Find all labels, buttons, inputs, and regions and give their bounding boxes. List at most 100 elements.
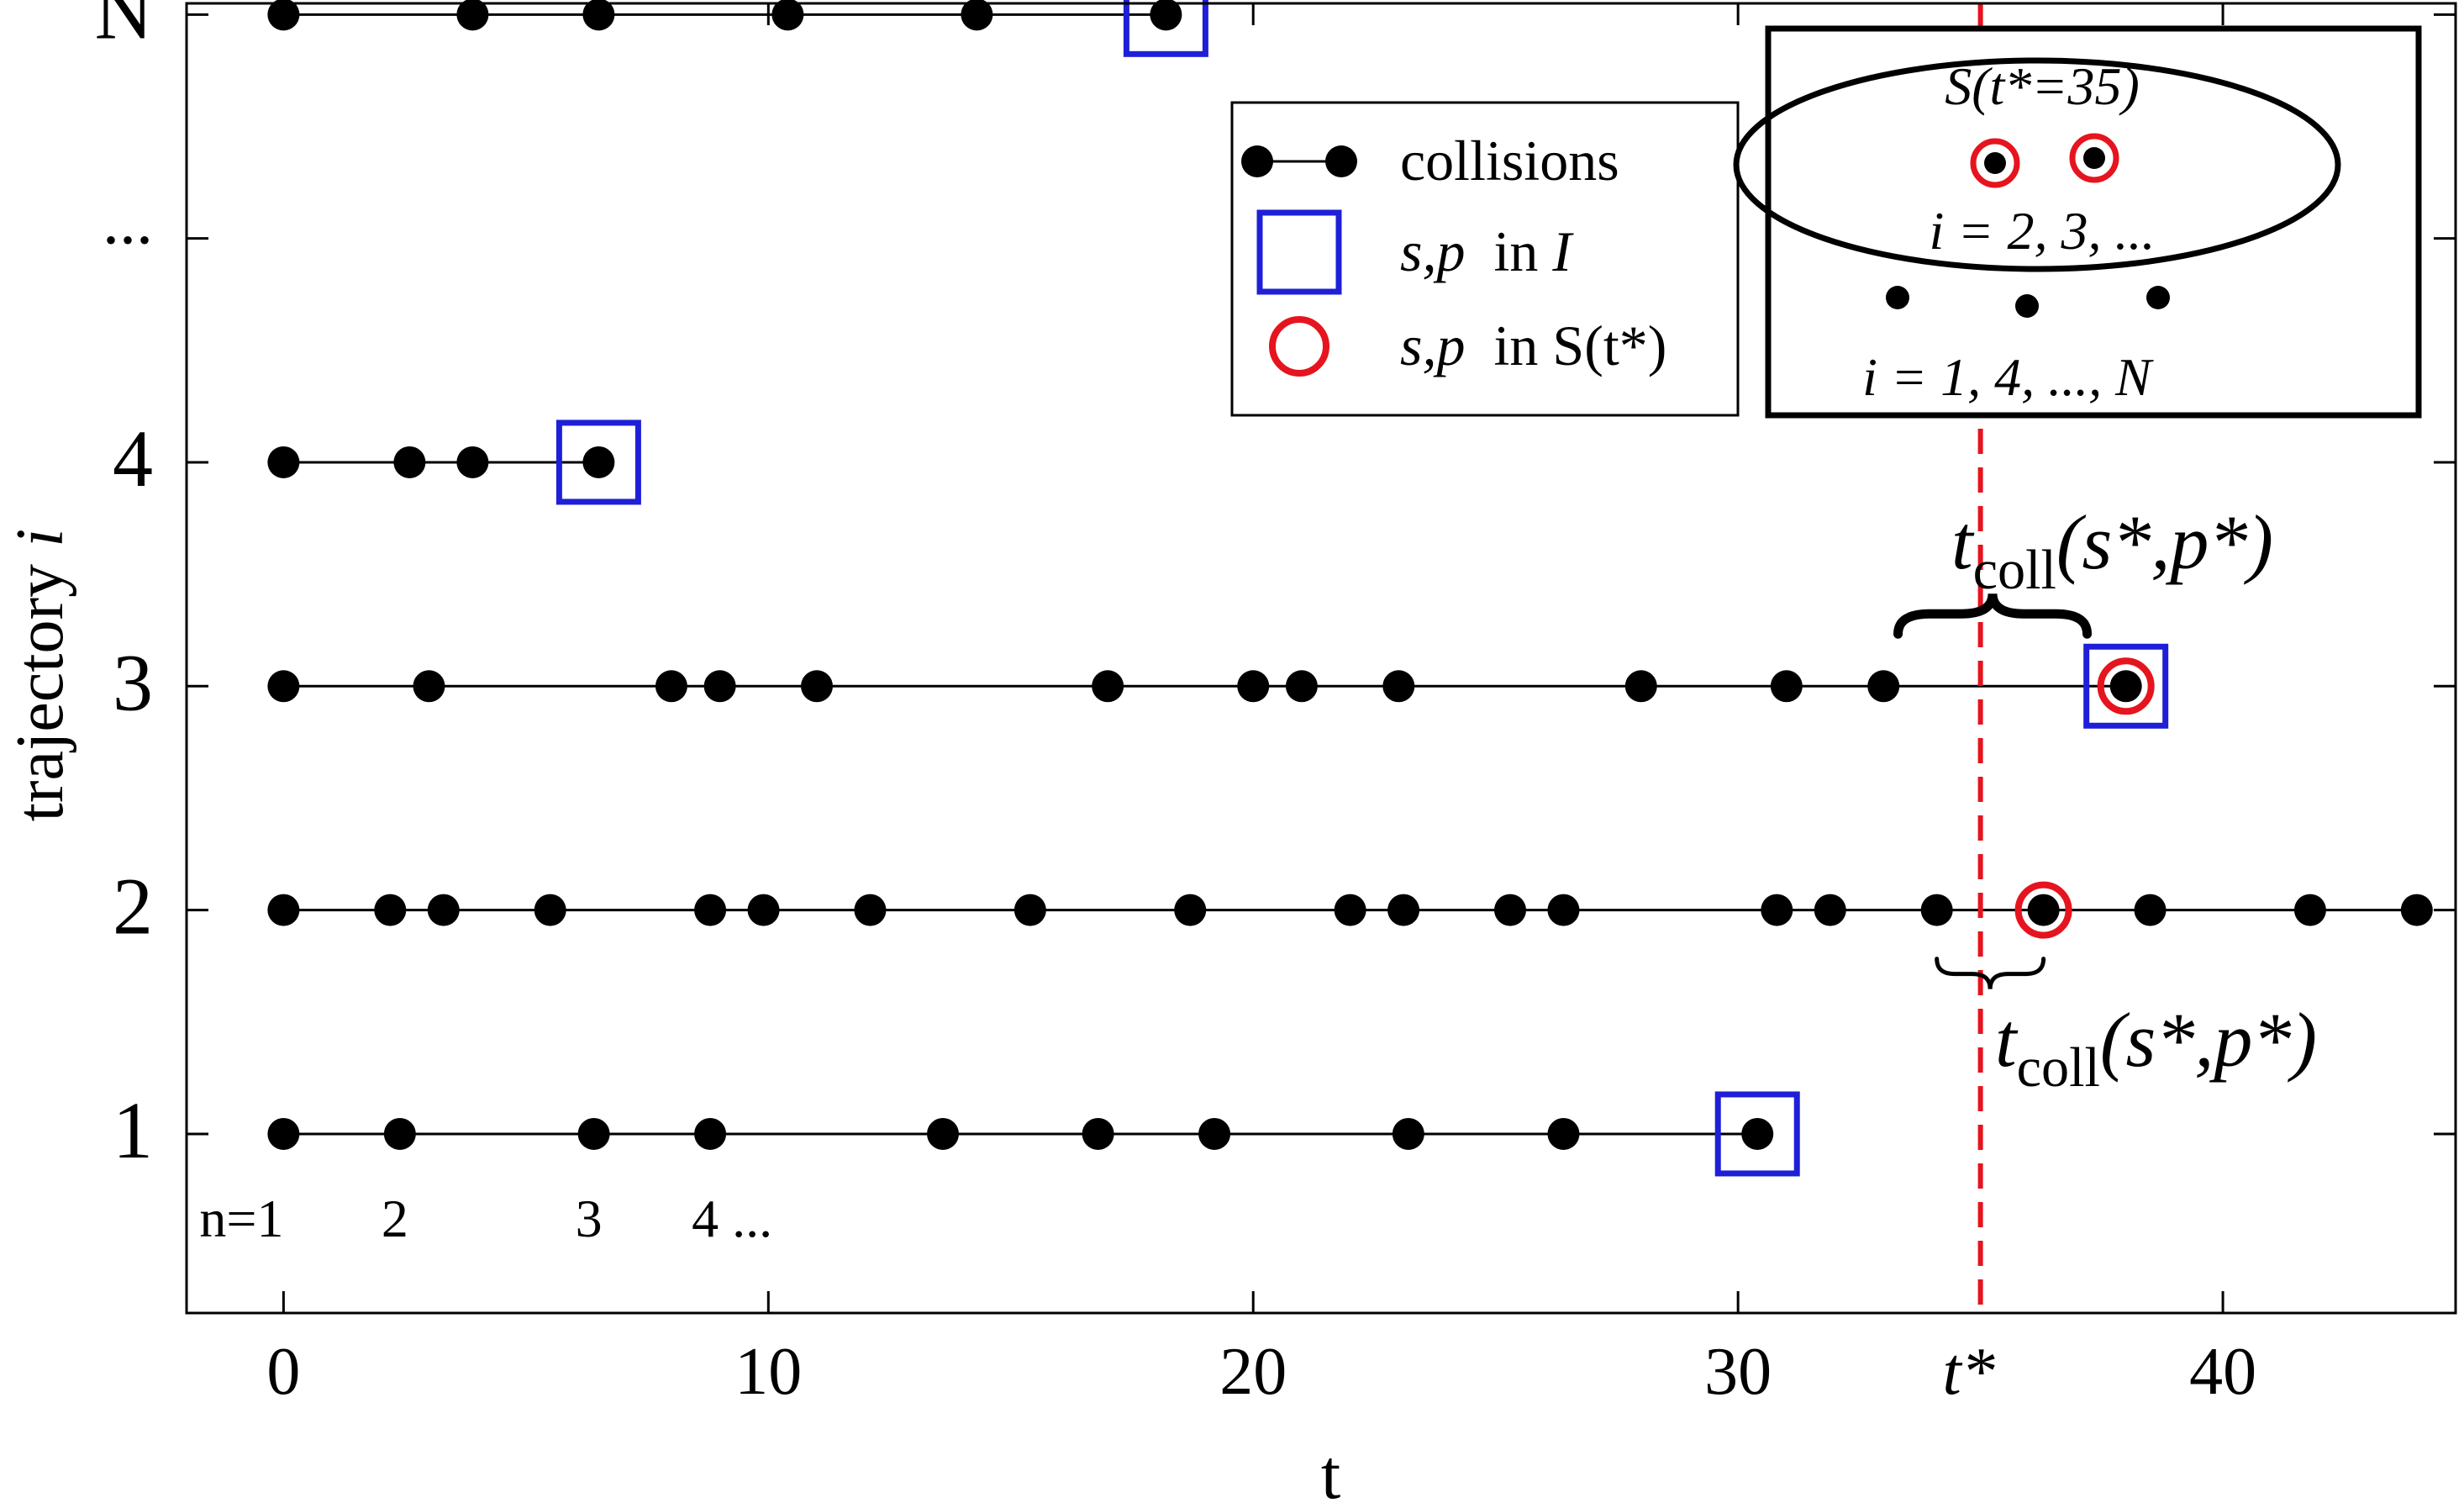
brace-lower <box>1935 957 2046 989</box>
collision-point <box>1770 670 1803 703</box>
interval-marker-square <box>1123 0 1208 57</box>
collision-point <box>267 670 300 703</box>
inset-selected-point <box>2083 147 2105 169</box>
collision-point <box>927 1117 959 1150</box>
collision-point <box>655 670 687 703</box>
inset-selected-circle <box>1970 138 2020 188</box>
inset-selected-point <box>1984 152 2006 174</box>
collision-point <box>1494 894 1526 926</box>
collision-point <box>582 0 615 31</box>
collision-point <box>456 446 489 478</box>
y-tick-label: 3 <box>113 637 153 727</box>
collision-point <box>1092 670 1124 703</box>
collision-point <box>1387 894 1420 926</box>
tcoll-label-lower: tcoll(s*,p*) <box>1995 997 2317 1099</box>
collision-index-label: 3 <box>576 1189 603 1248</box>
tcoll-subscript: coll <box>2017 1037 2100 1099</box>
tcoll-label-upper: tcoll(s*,p*) <box>1951 499 2273 601</box>
collision-point <box>413 670 445 703</box>
collision-point <box>582 446 615 478</box>
collision-point <box>1920 894 1953 926</box>
collision-point <box>374 894 407 926</box>
legend-marker-dot <box>1241 145 1273 177</box>
collision-index-label: 4 ... <box>692 1189 772 1248</box>
collision-index-label: 2 <box>382 1189 408 1248</box>
collision-point <box>1150 0 1182 31</box>
x-tick-label: 0 <box>266 1335 300 1409</box>
collision-point <box>1867 670 1900 703</box>
legend-label: collisions <box>1400 129 1619 192</box>
collision-point <box>1082 1117 1114 1150</box>
y-tick-label: N <box>95 0 153 55</box>
collision-point <box>2109 670 2142 703</box>
x-tick-label: 30 <box>1704 1335 1772 1409</box>
legend-marker-square <box>1256 209 1342 295</box>
legend-label-italic: s,p <box>1400 219 1465 283</box>
x-tick-label: 40 <box>2189 1335 2256 1409</box>
x-axis-label: t <box>1321 1436 1340 1503</box>
collision-point <box>1814 894 1846 926</box>
collision-point <box>1237 670 1270 703</box>
collision-point <box>1285 670 1318 703</box>
collision-point <box>1741 1117 1774 1150</box>
y-axis-label: trajectory i <box>3 529 77 822</box>
inset-ellipse <box>1733 57 2341 272</box>
legend-label-italic: s,p <box>1400 314 1465 377</box>
y-tick-label: 1 <box>113 1085 153 1175</box>
inset-outside-point <box>2015 294 2039 318</box>
inset-selected-circle <box>2069 133 2119 183</box>
collision-point <box>2400 894 2433 926</box>
collision-point <box>1198 1117 1231 1150</box>
collision-point <box>393 446 426 478</box>
collision-point <box>267 446 300 478</box>
collision-point <box>2027 894 2060 926</box>
collision-point <box>703 670 736 703</box>
inset-frame <box>1765 25 2422 419</box>
y-axis-label-italic: i <box>3 529 77 547</box>
collision-point <box>2293 894 2326 926</box>
collision-point <box>1547 1117 1580 1150</box>
selected-marker-circle <box>2014 881 2072 939</box>
collision-point <box>1334 894 1366 926</box>
collision-point <box>427 894 460 926</box>
tcoll-args: (s*,p*) <box>2056 499 2273 585</box>
collision-point <box>534 894 566 926</box>
inset-outside-point <box>1886 286 1909 309</box>
legend: collisions s,p in Is,p in S(t*) <box>1230 101 1740 417</box>
x-tick-label: 10 <box>734 1335 802 1409</box>
y-tick-label: 4 <box>113 414 153 504</box>
brace-upper <box>1893 593 2093 639</box>
plot-area: n=1 2 3 4 ... <box>199 0 2433 1313</box>
collision-point <box>747 894 780 926</box>
selected-marker-circle <box>2097 657 2155 715</box>
collision-point <box>1382 670 1415 703</box>
collision-point <box>961 0 993 31</box>
collision-point <box>771 0 804 31</box>
annotations: tcoll(s*,p*)tcoll(s*,p*) <box>1893 499 2317 1099</box>
collision-point <box>1624 670 1657 703</box>
y-axis-label-main: trajectory <box>3 547 77 821</box>
inset-outside-point <box>2146 286 2170 309</box>
collision-point <box>2134 894 2167 926</box>
collision-point <box>577 1117 610 1150</box>
collision-point <box>1174 894 1207 926</box>
tcoll-args: (s*,p*) <box>2100 997 2317 1083</box>
collision-point <box>456 0 489 31</box>
y-tick-label: 2 <box>113 862 153 952</box>
collision-point <box>267 894 300 926</box>
collision-point <box>801 670 833 703</box>
collision-point <box>267 1117 300 1150</box>
legend-label-tail: I <box>1551 219 1574 283</box>
x-tick-label-t-star: t* <box>1942 1335 1994 1409</box>
collision-point <box>694 1117 727 1150</box>
tcoll-symbol: t <box>1995 997 2019 1083</box>
inset-outside-label: i = 1, 4, ..., N <box>1862 347 2154 407</box>
collision-point <box>694 894 727 926</box>
legend-label-mid: in <box>1465 314 1552 377</box>
x-tick-label: 20 <box>1219 1335 1287 1409</box>
interval-marker-square <box>555 419 641 505</box>
axes: 0 10 20 30 40 t* 1 2 3 4... Nt trajectory i <box>3 0 2457 1503</box>
collision-index-label: n=1 <box>199 1189 283 1248</box>
legend-label: s,p in S(t*) <box>1400 314 1666 377</box>
